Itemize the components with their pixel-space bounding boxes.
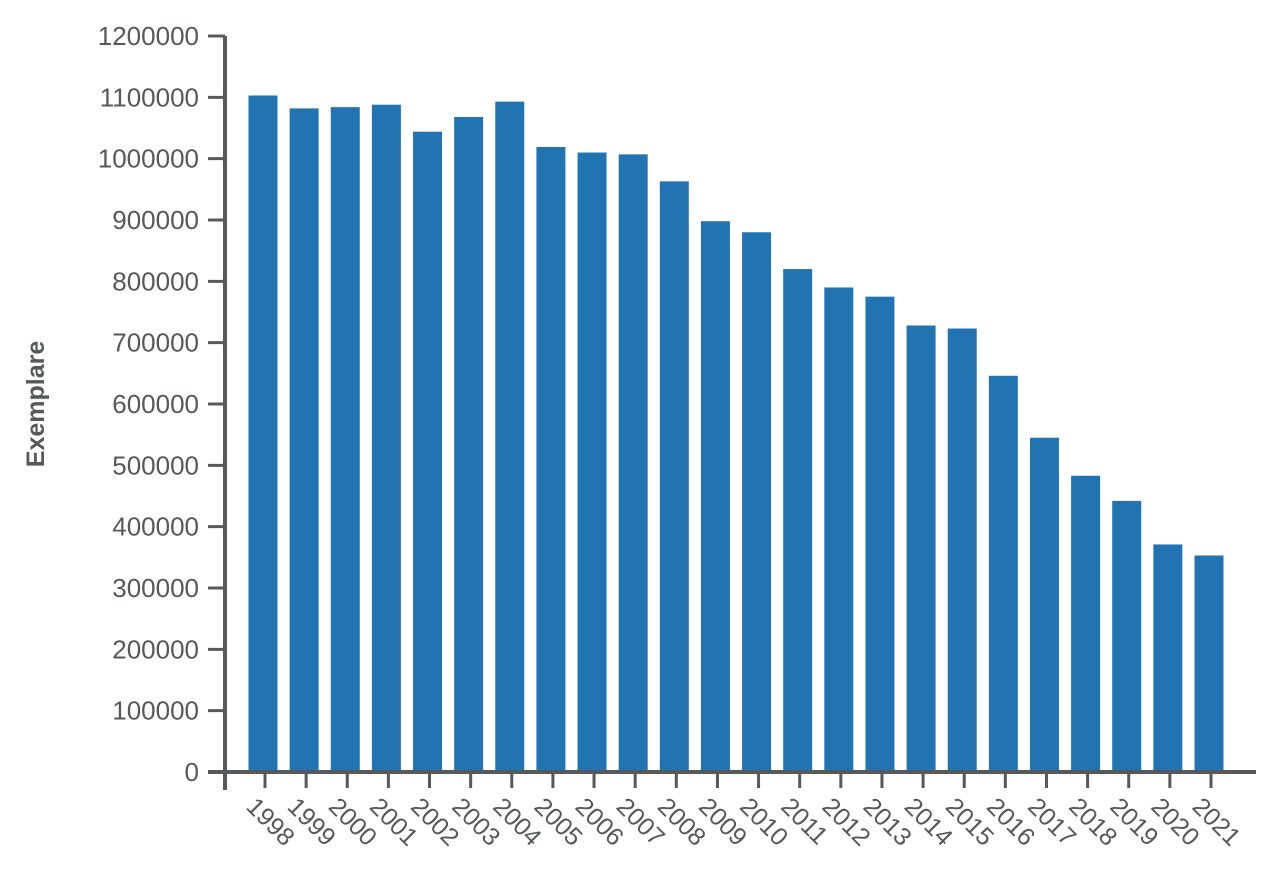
bar-2003 — [454, 116, 484, 772]
bar-2015 — [947, 328, 977, 772]
y-tick-label: 0 — [185, 757, 199, 787]
y-tick-label: 500000 — [112, 450, 199, 480]
bar-2005 — [536, 147, 566, 773]
y-tick-label: 700000 — [112, 328, 199, 358]
bar-2000 — [330, 107, 360, 772]
bar-2013 — [865, 296, 895, 772]
y-tick-label: 200000 — [112, 634, 199, 664]
y-tick-label: 300000 — [112, 573, 199, 603]
y-axis-label: Exemplare — [22, 341, 50, 468]
bar-1998 — [248, 95, 278, 772]
y-tick-label: 600000 — [112, 389, 199, 419]
bar-2008 — [659, 181, 689, 773]
bar-2007 — [618, 154, 648, 772]
bar-2014 — [906, 325, 936, 772]
y-tick-label: 1200000 — [98, 21, 199, 51]
bar-2018 — [1071, 475, 1101, 772]
x-tick-label: 1998 — [241, 792, 300, 851]
bar-2021 — [1194, 555, 1224, 772]
y-tick-label: 400000 — [112, 512, 199, 542]
y-tick-label: 900000 — [112, 205, 199, 235]
bar-2009 — [700, 221, 730, 772]
bar-2011 — [783, 269, 813, 772]
bar-1999 — [289, 108, 319, 772]
y-tick-label: 1000000 — [98, 144, 199, 174]
bar-2019 — [1112, 500, 1142, 772]
bar-2017 — [1029, 437, 1059, 772]
bar-2002 — [413, 131, 443, 772]
bar-2010 — [742, 232, 772, 772]
bar-2012 — [824, 287, 854, 772]
y-tick-label: 100000 — [112, 696, 199, 726]
y-tick-label: 1100000 — [100, 82, 199, 112]
bar-2006 — [577, 152, 607, 773]
bar-2001 — [371, 104, 401, 772]
bar-2020 — [1153, 544, 1183, 772]
bar-2016 — [988, 375, 1018, 772]
bar-2004 — [495, 101, 525, 773]
y-tick-label: 800000 — [112, 266, 199, 296]
